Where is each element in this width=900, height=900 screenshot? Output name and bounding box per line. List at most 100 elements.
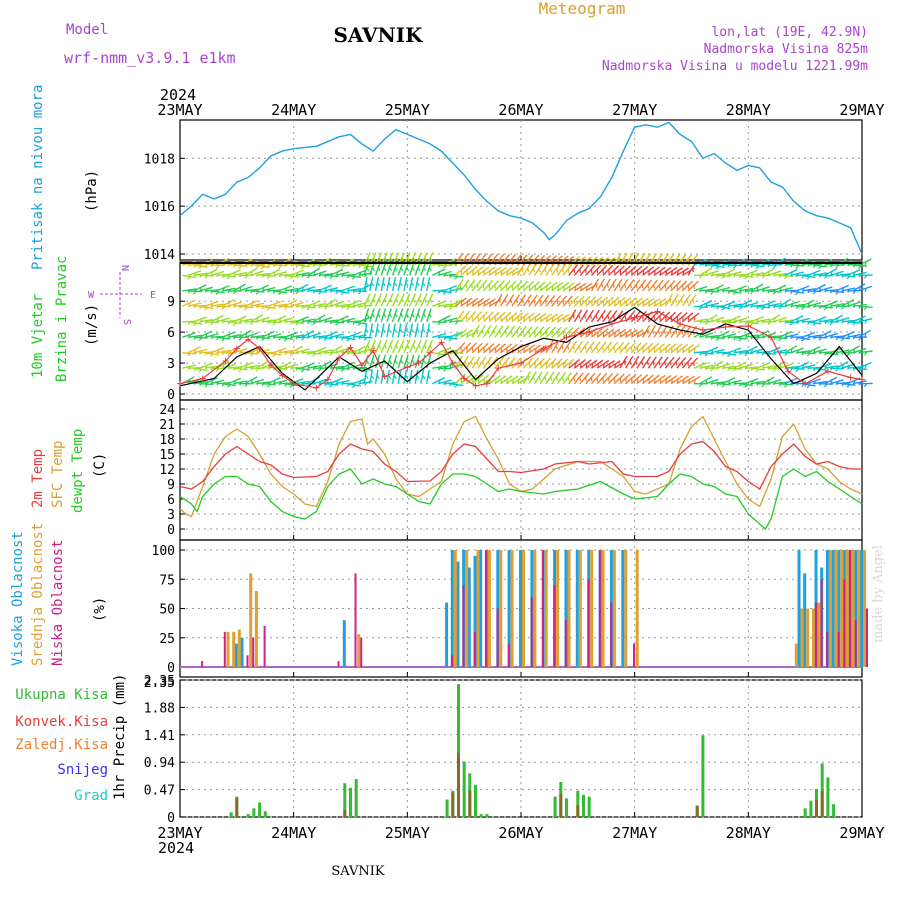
cloud-bar (201, 661, 204, 667)
cloud-bar (811, 608, 815, 667)
cloud-bar (564, 550, 568, 667)
wind-gust-markers (177, 308, 865, 391)
precip-bar (479, 814, 483, 817)
cloud-bar (612, 550, 616, 667)
cloud-bar (834, 550, 838, 667)
x-tick-bottom-29may: 29MAY (839, 824, 884, 842)
precip-bar (445, 799, 449, 817)
temp-unit: (C) (92, 453, 108, 478)
station-title: SAVNIK (333, 23, 423, 47)
y-tick-label: 1014 (144, 248, 175, 263)
cloud-bar (226, 631, 230, 667)
y-tick-label: 1018 (144, 152, 175, 167)
y-tick-label: 1.41 (144, 729, 175, 744)
precip-bar (451, 792, 455, 817)
precip-bar (258, 802, 262, 817)
cloud-bar (249, 573, 253, 667)
y-tick-label: 1.88 (144, 701, 175, 716)
cloud-bar (462, 585, 465, 667)
pressure-line (179, 121, 863, 255)
precip-bar (343, 783, 347, 817)
cloud-bar (507, 643, 510, 667)
cloud-bar (814, 602, 817, 667)
cloud-bar (507, 550, 511, 667)
y-tick-label: 0 (167, 661, 175, 676)
cloud-bars-mid_cloud (226, 550, 866, 667)
x-tick-bottom-24may: 24MAY (271, 824, 316, 842)
x-tick-top-25may: 25MAY (385, 101, 430, 119)
temp-title-dewpt: dewpt Temp (70, 429, 86, 513)
temp-title-2m: 2m Temp (30, 449, 46, 508)
cloud-bar (451, 655, 454, 667)
cloud-bar (598, 550, 601, 667)
compass-e: E (150, 290, 156, 301)
precip-bar (576, 805, 580, 817)
cloud-bar (837, 550, 841, 667)
y-tick-label: 6 (167, 493, 175, 508)
precip-bar (229, 812, 233, 817)
precip-bar (565, 798, 568, 817)
y-tick-label: 12 (159, 463, 175, 478)
precip-bar (252, 808, 256, 817)
cloud-bar (837, 631, 840, 667)
precip-bar (826, 777, 830, 817)
panel-5: 0 0.47 0.94 1.41 1.88 2.35 (144, 674, 863, 826)
precip-legend-5: Grad (74, 788, 108, 804)
lonlat-label: lon,lat (19E, 42.9N) (711, 25, 868, 40)
y-tick-label: 0 (167, 811, 175, 826)
cloud-bar (252, 637, 255, 668)
cloud-bar (533, 550, 537, 667)
precip-bar (695, 806, 699, 817)
cloud-bar (553, 585, 556, 667)
precip-bar (587, 796, 591, 817)
cloud-bar (828, 550, 832, 667)
wind-speed-line (179, 306, 863, 391)
cloud-bar (587, 579, 590, 668)
cloud-bar (445, 602, 449, 667)
temp-title-sfc: SFC Temp (50, 441, 66, 508)
precip-bar (832, 804, 836, 817)
cloud-bar (232, 631, 236, 667)
footer-station: SAVNIK (331, 864, 385, 879)
cloud-bar (854, 550, 858, 667)
cloud-bar (453, 550, 457, 667)
precip-bar (559, 793, 563, 817)
cloud-bar (556, 550, 560, 667)
cloud-bar (240, 637, 244, 668)
cloud-bar (564, 620, 567, 667)
cloud-bar (857, 550, 861, 667)
cloud-bar (544, 550, 548, 667)
y-tick-label: 21 (159, 418, 175, 433)
precip-bars-total_precip (229, 684, 836, 817)
y-tick-label: 2.35 (144, 676, 175, 691)
year-bottom: 2024 (158, 839, 194, 857)
cloud-bar (601, 550, 605, 667)
cloud-bar (467, 567, 471, 667)
y-tick-label: 3 (167, 357, 175, 372)
x-tick-bottom-28may: 28MAY (726, 824, 771, 842)
cloud-bar (831, 550, 835, 667)
precip-bar (582, 794, 585, 817)
precip-bar (246, 814, 250, 817)
cloud-bar (476, 550, 480, 667)
x-tick-top-23may: 23MAY (157, 101, 202, 119)
y-tick-label: 9 (167, 295, 175, 310)
precip-bar (457, 684, 460, 817)
cloud-bar (519, 550, 522, 667)
x-tick-bottom-25may: 25MAY (385, 824, 430, 842)
x-tick-bottom-23may: 23MAY (157, 824, 202, 842)
x-tick-top-26may: 26MAY (498, 101, 543, 119)
cloud-bar (845, 550, 849, 667)
precip-legend-3: Zaledj.Kisa (15, 737, 108, 753)
altitude-label: Nadmorska Visina 825m (704, 42, 869, 57)
y-tick-label: 0.94 (144, 756, 175, 771)
panel-1: 1014 1016 1018 (144, 119, 863, 263)
precip-bar (815, 799, 818, 817)
cloud-title-mid: Srednja Oblacnost (30, 523, 46, 666)
precip-legend-1: Ukupna Kisa (15, 687, 108, 703)
precip-bar (263, 811, 267, 817)
x-tick-bottom-27may: 27MAY (612, 824, 657, 842)
cloud-bar (496, 608, 499, 667)
cloud-bar (848, 550, 851, 667)
